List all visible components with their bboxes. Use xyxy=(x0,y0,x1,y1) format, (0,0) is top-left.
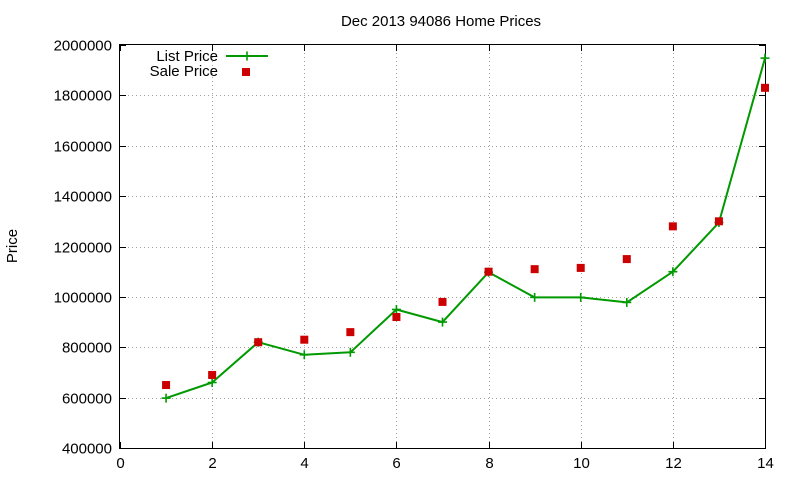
sale-price-point xyxy=(208,370,217,379)
x-tick-label: 0 xyxy=(116,455,124,472)
list-price-point xyxy=(161,393,171,403)
sale-price-point xyxy=(622,255,631,264)
sale-price-point xyxy=(254,338,263,347)
y-tick-label: 1400000 xyxy=(54,189,112,206)
list-price-point xyxy=(760,53,770,63)
x-axis-tick-labels: 0 2 4 6 8 10 12 14 xyxy=(116,455,774,472)
sale-price-point xyxy=(162,381,171,390)
list-price-point xyxy=(345,347,355,357)
sale-price-point xyxy=(530,265,539,274)
sale-price-point xyxy=(714,217,723,226)
list-price-point xyxy=(207,378,217,388)
list-price-point xyxy=(299,350,309,360)
sale-price-point xyxy=(668,222,677,231)
grid xyxy=(120,45,765,448)
sale-price-point xyxy=(392,313,401,322)
sale-price-point xyxy=(300,335,309,344)
list-price-point xyxy=(668,267,678,277)
y-axis-tick-labels: 400000 600000 800000 1000000 1200000 1400000 1… xyxy=(54,38,112,458)
plot-area-frame xyxy=(119,44,766,449)
x-tick-label: 6 xyxy=(392,455,400,472)
list-price-point xyxy=(530,292,540,302)
list-price-point xyxy=(622,297,632,307)
sale-price-point xyxy=(484,267,493,276)
x-tick-label: 2 xyxy=(208,455,216,472)
list-price-point xyxy=(438,317,447,327)
y-tick-label: 1800000 xyxy=(54,88,112,105)
x-tick-label: 10 xyxy=(573,455,590,472)
legend-label-list-price: List Price xyxy=(156,48,218,65)
y-tick-label: 600000 xyxy=(62,391,112,408)
legend-marker-sale-price xyxy=(242,68,250,76)
sale-price-point xyxy=(761,83,769,92)
y-tick-label: 1000000 xyxy=(54,290,112,307)
y-axis-label: Price xyxy=(4,229,21,263)
y-tick-label: 800000 xyxy=(62,340,112,357)
list-price-point xyxy=(576,292,586,302)
y-tick-label: 400000 xyxy=(62,441,112,458)
sale-price-point xyxy=(576,263,585,272)
chart-title: Dec 2013 94086 Home Prices xyxy=(341,13,541,30)
list-price-line xyxy=(165,57,766,400)
y-tick-label: 2000000 xyxy=(54,38,112,55)
axis-ticks xyxy=(120,45,766,449)
legend-marker-list-price xyxy=(242,51,252,61)
list-price-point xyxy=(391,304,401,314)
sale-price-point xyxy=(438,297,447,306)
legend: List Price Sale Price xyxy=(150,48,268,80)
data-series xyxy=(161,53,770,403)
x-tick-label: 12 xyxy=(665,455,682,472)
sale-price-point xyxy=(346,328,355,337)
legend-label-sale-price: Sale Price xyxy=(150,63,218,80)
x-tick-label: 8 xyxy=(485,455,493,472)
x-tick-label: 4 xyxy=(300,455,308,472)
y-tick-label: 1200000 xyxy=(54,240,112,257)
x-tick-label: 14 xyxy=(757,455,774,472)
y-tick-label: 1600000 xyxy=(54,139,112,156)
